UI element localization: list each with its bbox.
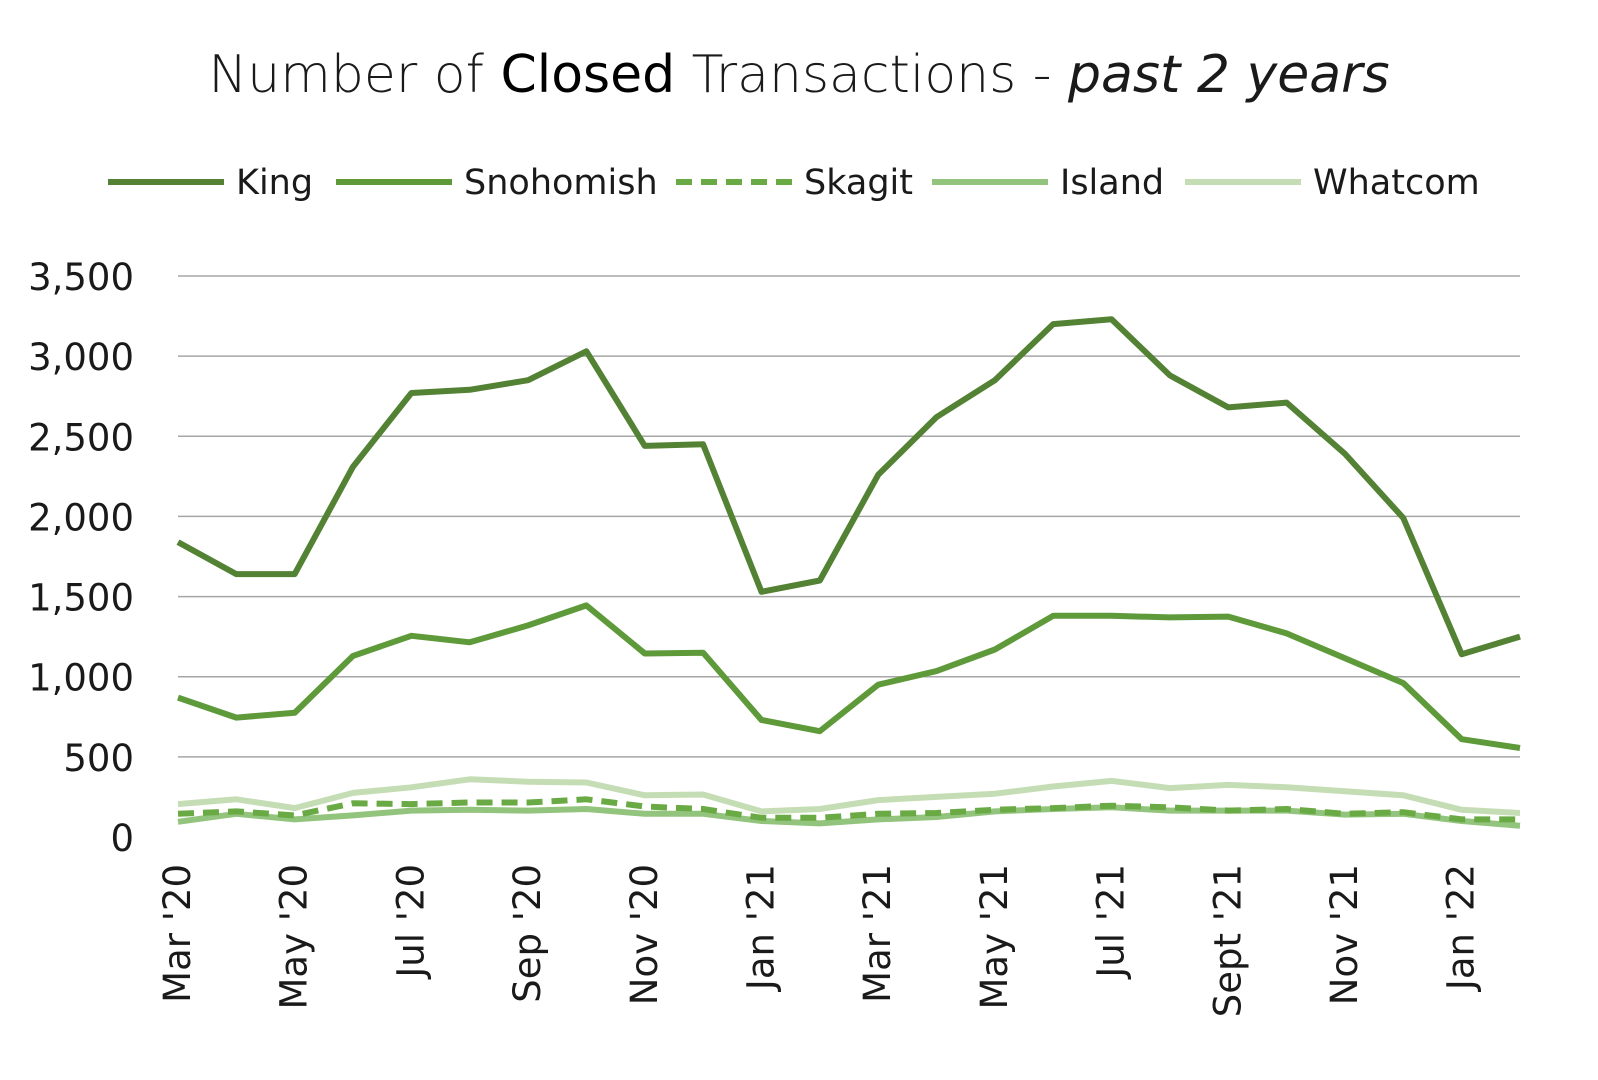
series-layer bbox=[176, 316, 1521, 829]
legend-label: Island bbox=[1060, 163, 1164, 203]
x-tick-label: Nov '20 bbox=[623, 864, 666, 1005]
series-line-king bbox=[176, 316, 1521, 658]
y-tick-label: 500 bbox=[63, 737, 134, 780]
chart-title-emphasis: Closed bbox=[500, 45, 675, 105]
series-line-skagit bbox=[177, 796, 1520, 823]
y-tick-label: 3,000 bbox=[28, 336, 134, 379]
y-tick-label: 2,500 bbox=[28, 416, 134, 459]
x-tick-label: Jan '22 bbox=[1440, 864, 1483, 992]
legend-item-king: King bbox=[108, 163, 313, 203]
legend-item-skagit: Skagit bbox=[676, 163, 913, 203]
y-gridlines bbox=[178, 275, 1520, 758]
legend-item-snohomish: Snohomish bbox=[336, 163, 658, 203]
legend-label: Snohomish bbox=[464, 163, 658, 203]
legend-label: Whatcom bbox=[1313, 163, 1480, 203]
series-line-snohomish bbox=[177, 602, 1521, 751]
series-line-island bbox=[177, 804, 1521, 829]
x-tick-label: Jul '21 bbox=[1090, 864, 1133, 980]
y-tick-label: 2,000 bbox=[28, 496, 134, 539]
x-tick-label: May '20 bbox=[273, 864, 316, 1010]
legend-item-whatcom: Whatcom bbox=[1185, 163, 1480, 203]
chart-title-italic: past 2 years bbox=[1067, 45, 1390, 105]
x-tick-label: May '21 bbox=[973, 864, 1016, 1010]
legend-label: King bbox=[236, 163, 313, 203]
series-line-whatcom bbox=[177, 776, 1521, 816]
x-tick-label: Mar '20 bbox=[156, 864, 199, 1003]
y-axis: 0 500 1,000 1,500 2,000 2,500 3,000 3,500 bbox=[28, 256, 134, 860]
legend-label: Skagit bbox=[804, 163, 913, 203]
chart-title: Number of Closed Transactions - past 2 y… bbox=[208, 45, 1389, 105]
x-tick-label: Jul '20 bbox=[389, 864, 432, 980]
y-tick-label: 0 bbox=[110, 817, 134, 860]
y-tick-label: 3,500 bbox=[28, 256, 134, 299]
x-tick-label: Mar '21 bbox=[856, 864, 899, 1003]
chart-title-middle: Transactions - bbox=[675, 45, 1068, 105]
x-tick-label: Sep '20 bbox=[506, 864, 549, 1003]
legend-item-island: Island bbox=[932, 163, 1164, 203]
x-axis: Mar '20 May '20 Jul '20 Sep '20 Nov '20 Jan '… bbox=[156, 864, 1483, 1017]
x-tick-label: Jan '21 bbox=[739, 864, 782, 992]
chart-title-prefix: Number of bbox=[208, 45, 500, 105]
x-tick-label: Nov '21 bbox=[1323, 864, 1366, 1005]
x-tick-label: Sept '21 bbox=[1206, 864, 1249, 1017]
chart-legend: King Snohomish Skagit Island Whatcom bbox=[108, 163, 1480, 203]
y-tick-label: 1,500 bbox=[28, 577, 134, 620]
y-tick-label: 1,000 bbox=[28, 657, 134, 700]
